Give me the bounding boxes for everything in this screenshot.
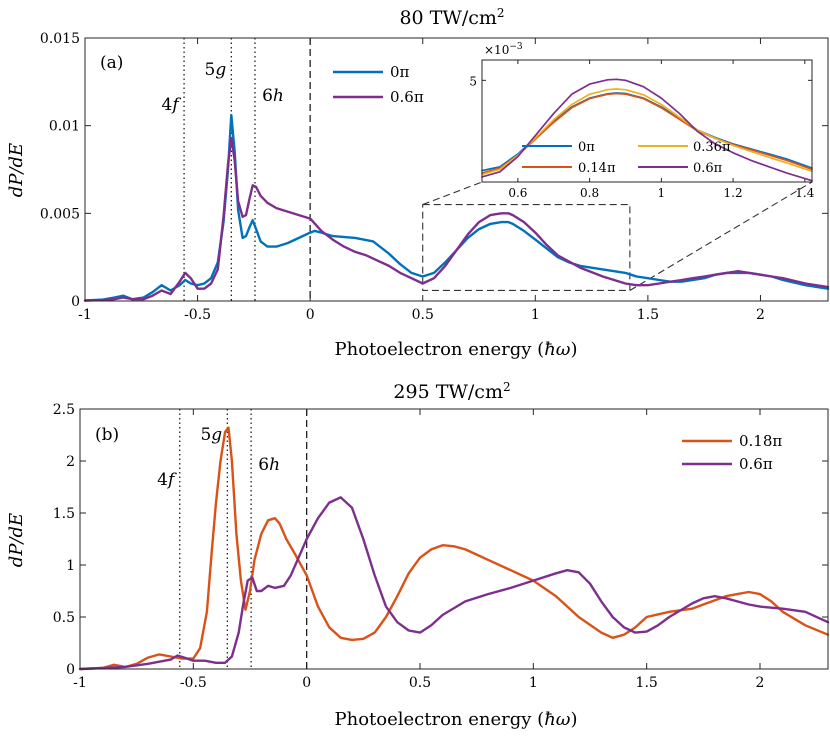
panel-b-ytick-label: 0.5 [53, 610, 75, 626]
panel-a-orbital-label: 4f [162, 95, 182, 115]
panel-b-ytick-label: 2 [66, 454, 75, 470]
inset-axes-box [481, 59, 813, 183]
panel-b-xtick-label: 1.5 [636, 675, 658, 691]
panel-a-inset: 0.6 0.8 1 1.2 1.4 5 ×10−3 0π 0.36π 0.14π 0.6π [469, 42, 814, 200]
panel-b-orbital-num: 5 [200, 425, 211, 445]
panel-b-axes-box [79, 408, 829, 670]
panel-b-xlabel: Photoelectron energy (ħω) [335, 709, 578, 730]
inset-ytick-label: 5 [469, 74, 477, 88]
panel-a-ytick-label: 0.005 [40, 206, 80, 222]
inset-legend-label-036pi: 0.36π [693, 140, 731, 155]
panel-b-series-line [78, 426, 830, 671]
panel-a-xtick-label: -0.5 [184, 307, 211, 323]
panel-b-plot-area [80, 409, 828, 669]
panel-a-xlabel: Photoelectron energy (ħω) [335, 339, 578, 360]
panel-b-orbital-label: 5g [200, 425, 222, 445]
inset-xtick-label: 0.8 [580, 186, 599, 200]
panel-b-orbital-letter: g [211, 425, 222, 445]
inset-legend-label-0pi: 0π [578, 140, 595, 155]
panel-b-ytick-label: 0 [66, 662, 75, 678]
panel-b-title: 295 TW/cm2 [393, 380, 510, 403]
inset-series-line [481, 88, 813, 176]
panel-a-xtick-label: 1.5 [637, 307, 659, 323]
panel-a-xtick-label: 1 [531, 307, 540, 323]
panel-b-orbital-label: 4f [157, 470, 177, 490]
panel-b-ytick-label: 1.5 [53, 506, 75, 522]
panel-a-orbital-letter: f [170, 95, 181, 115]
panel-a-ytick-label: 0.01 [49, 119, 80, 135]
inset-xtick-label: 0.6 [508, 186, 527, 200]
inset-xtick-label: 1.2 [724, 186, 743, 200]
panel-a-ytick-label: 0.015 [40, 31, 80, 47]
panel-a-orbital-letter: g [215, 60, 226, 80]
panel-b-label: (b) [95, 425, 119, 445]
panel-b-ytick-label: 2.5 [53, 402, 75, 418]
panel-a-xtick-label: 0 [306, 307, 315, 323]
zoom-connector-right [629, 181, 813, 291]
inset-xtick-label: 1 [658, 186, 666, 200]
panel-a-zoom-box [422, 181, 813, 292]
panel-a-xtick-label: 2 [756, 307, 765, 323]
panel-b-xtick-label: 0.5 [409, 675, 431, 691]
inset-legend: 0π 0.36π 0.14π 0.6π [522, 140, 731, 176]
inset-series-line [481, 92, 813, 174]
legend-label-06pi: 0.6π [390, 88, 424, 106]
inset-xtick-label: 1.4 [795, 186, 814, 200]
panel-a-axes-box [84, 37, 829, 302]
panel-a-vlines: 4f 5g 6h [162, 38, 311, 301]
panel-a-ytick-label: 0 [71, 294, 80, 310]
panel-b-xtick-label: 1 [529, 675, 538, 691]
panel-b-xtick-label: 0 [302, 675, 311, 691]
panel-a: 80 TW/cm2 -1 -0.5 0 0.5 1 1.5 2 0 0.005 0.01 0.015… [6, 6, 830, 360]
panel-b-orbital-letter: h [269, 455, 280, 475]
panel-b-xtick-label: 2 [756, 675, 765, 691]
panel-a-ticks: -1 -0.5 0 0.5 1 1.5 2 0 0.005 0.01 0.015 [40, 31, 828, 323]
panel-a-orbital-letter: h [273, 86, 284, 106]
panel-b-orbital-label: 6h [258, 455, 280, 475]
panel-a-orbital-num: 6 [262, 86, 273, 106]
panel-a-xtick-label: -1 [78, 307, 92, 323]
panel-b-ylabel: dP/dE [6, 513, 27, 567]
inset-exponent: ×10−3 [484, 42, 523, 57]
zoom-rectangle [422, 204, 631, 292]
panel-b: 295 TW/cm2 -1 -0.5 0 0.5 1 1.5 2 0 0.5 1 1.5 2 2.5 4… [6, 380, 830, 730]
panel-a-ylabel: dP/dE [6, 143, 27, 197]
panel-b-xtick-label: -1 [73, 675, 87, 691]
inset-ticks: 0.6 0.8 1 1.2 1.4 5 [469, 60, 815, 200]
panel-a-label: (a) [100, 53, 123, 73]
panel-b-ticks: -1 -0.5 0 0.5 1 1.5 2 0 0.5 1 1.5 2 2.5 [53, 402, 828, 691]
legend-label-018pi: 0.18π [739, 432, 782, 450]
panel-a-orbital-label: 5g [204, 60, 226, 80]
panel-a-series-line [83, 136, 830, 302]
panel-b-series [78, 426, 830, 671]
panel-b-xtick-label: -0.5 [180, 675, 207, 691]
inset-legend-label-06pi: 0.6π [693, 161, 723, 176]
panel-a-xtick-label: 0.5 [412, 307, 434, 323]
legend-label-0pi: 0π [390, 63, 410, 81]
panel-a-orbital-num: 4 [162, 95, 173, 115]
panel-a-legend: 0π 0.6π [333, 63, 424, 106]
panel-a-orbital-num: 5 [204, 60, 215, 80]
panel-b-legend: 0.18π 0.6π [682, 432, 782, 473]
panel-a-series [83, 113, 830, 302]
inset-series-line [481, 78, 813, 182]
panel-b-orbital-num: 4 [157, 470, 168, 490]
panel-b-series-line [78, 496, 830, 671]
panel-b-orbital-num: 6 [258, 455, 269, 475]
panel-b-orbital-letter: f [166, 470, 177, 490]
inset-legend-label-014pi: 0.14π [578, 161, 616, 176]
panel-a-title: 80 TW/cm2 [399, 6, 504, 29]
panel-b-ytick-label: 1 [66, 558, 75, 574]
legend-label-06pi-b: 0.6π [739, 455, 773, 473]
panel-a-orbital-label: 6h [262, 86, 284, 106]
panel-b-vlines: 4f 5g 6h [157, 409, 308, 669]
inset-series [481, 78, 813, 182]
